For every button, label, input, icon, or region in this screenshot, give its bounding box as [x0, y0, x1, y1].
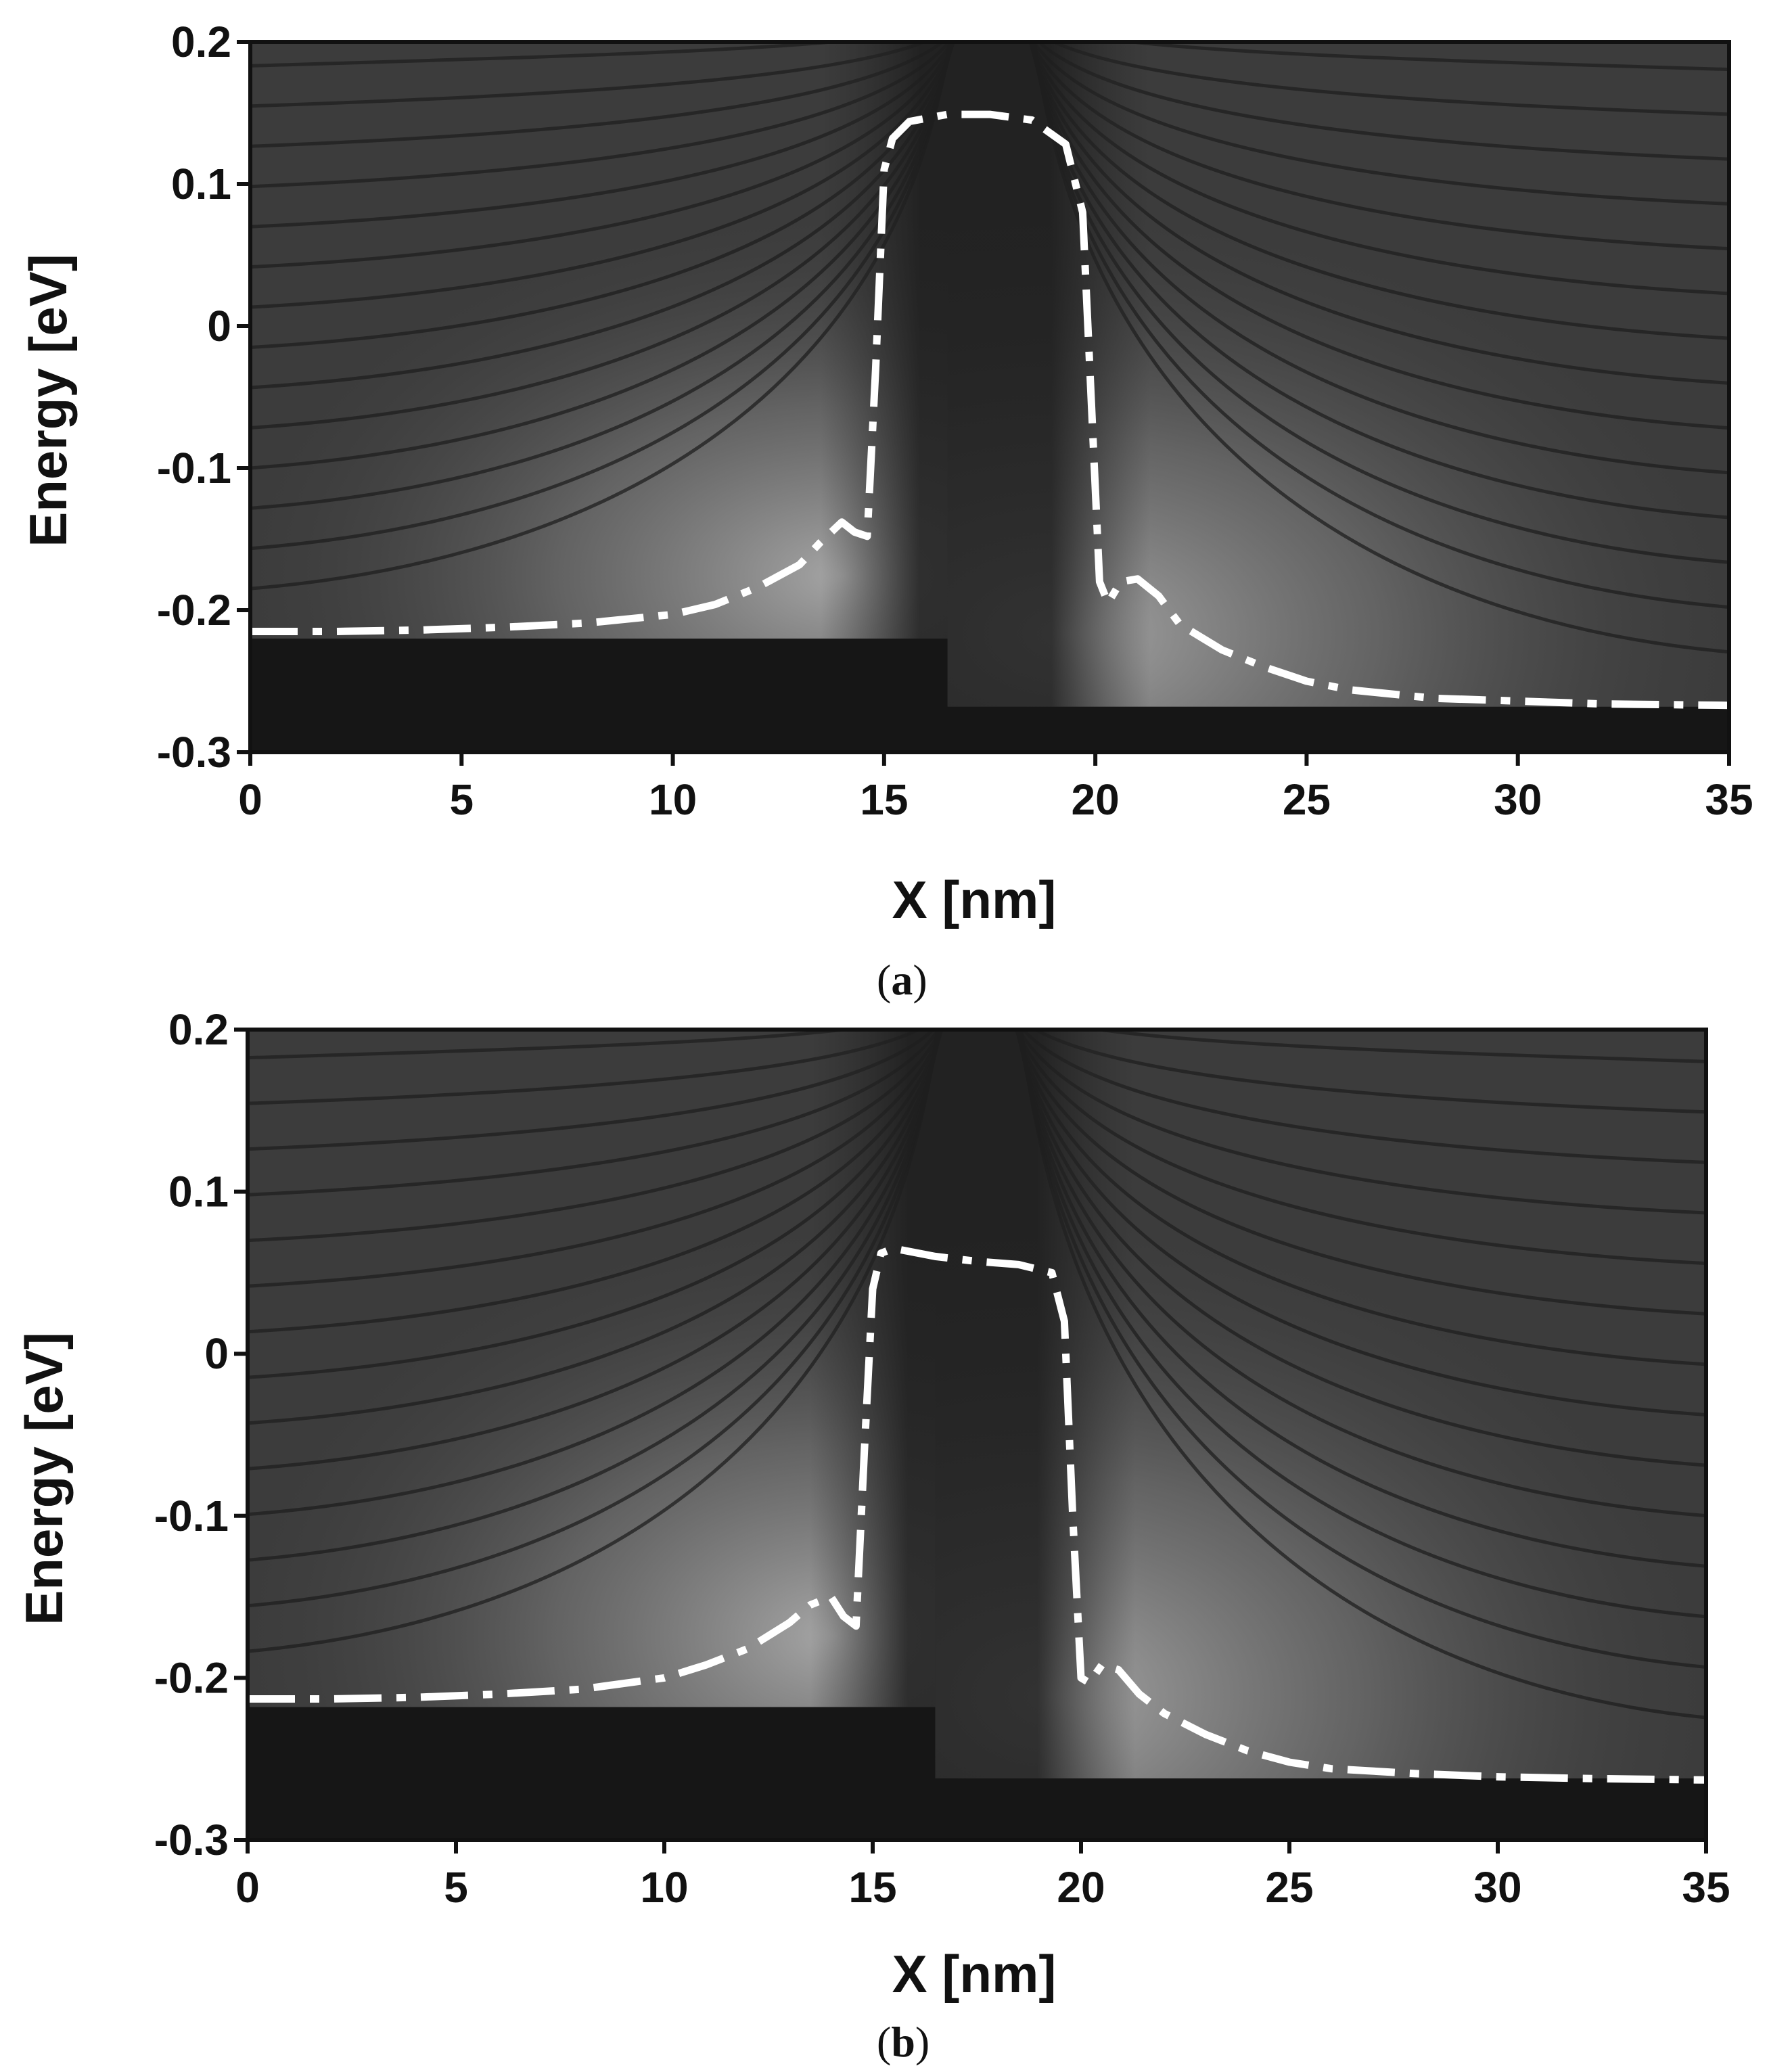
panel-label-a: (a) — [877, 956, 927, 1004]
x-tick-label: 0 — [235, 1863, 260, 1912]
x-tick-label: 35 — [1705, 775, 1753, 824]
x-axis-title-b: X [nm] — [892, 1944, 1057, 2004]
barrier-dark-band — [810, 1030, 1136, 1840]
band-gap-region — [248, 1707, 1706, 1840]
x-tick-label: 5 — [449, 775, 474, 824]
x-tick-label: 20 — [1057, 1863, 1105, 1912]
x-tick-label: 10 — [640, 1863, 688, 1912]
fringe-line-left — [250, 42, 930, 108]
y-tick-label: 0.1 — [168, 1168, 229, 1216]
chart-panel-b: 0.20.10-0.1-0.2-0.30 5 10 15 20 25 30 35 Energy… — [14, 959, 1767, 2066]
y-tick-label: -0.1 — [157, 444, 231, 492]
y-tick-label: -0.2 — [157, 586, 231, 635]
y-tick-label: -0.3 — [157, 728, 231, 777]
y-tick-label: 0 — [204, 1329, 229, 1378]
heatmap-layer — [177, 0, 1767, 752]
y-tick-label: 0.2 — [171, 18, 231, 66]
panel-letter-b: b — [891, 2018, 915, 2066]
chart-panel-a: 0.20.10-0.1-0.2-0.30 5 10 15 20 25 30 35 Energy… — [18, 0, 1767, 1004]
x-tick-label: 20 — [1072, 775, 1120, 824]
panel-letter-a: a — [891, 956, 913, 1004]
potential-curve-line — [250, 110, 1729, 710]
fringe-line-left — [248, 1030, 923, 1105]
y-axis-title-b: Energy [eV] — [14, 1332, 74, 1625]
x-tick-label: 30 — [1494, 775, 1542, 824]
x-tick-label: 25 — [1283, 775, 1331, 824]
x-axis-title-a: X [nm] — [892, 870, 1057, 929]
x-tick-label: 25 — [1265, 1863, 1313, 1912]
x-tick-label: 35 — [1682, 1863, 1730, 1912]
y-tick-label: 0.1 — [171, 160, 231, 208]
plot-frame — [246, 1028, 1708, 1842]
y-tick-label: 0 — [207, 302, 231, 350]
plot-frame — [248, 40, 1731, 754]
potential-curve-line — [248, 1245, 1706, 1784]
fringe-line-right — [1002, 1003, 1767, 1013]
fringe-line-left — [177, 15, 970, 28]
x-tick-label: 15 — [860, 775, 908, 824]
fringe-line-left — [177, 0, 971, 15]
fringe-line-right — [1116, 42, 1729, 72]
fringe-line-right — [1001, 959, 1767, 1003]
fringe-line-right — [1049, 42, 1729, 116]
x-tick-label: 30 — [1473, 1863, 1521, 1912]
panel-label-b: (b) — [877, 2018, 930, 2066]
heatmap-plot-b: 0.20.10-0.1-0.2-0.30 5 10 15 20 25 30 35 — [154, 959, 1767, 1912]
fringe-line-right — [1014, 0, 1767, 15]
x-tick-label: 5 — [444, 1863, 468, 1912]
y-tick-label: -0.2 — [154, 1653, 229, 1702]
heatmap-plot-a: 0.20.10-0.1-0.2-0.30 5 10 15 20 25 30 35 — [157, 0, 1767, 824]
band-gap-region — [250, 639, 1729, 752]
fringe-line-left — [175, 965, 958, 1003]
fringe-line-left — [248, 1030, 858, 1060]
y-tick-label: 0.2 — [168, 1005, 229, 1054]
x-tick-label: 0 — [238, 775, 262, 824]
y-tick-label: -0.3 — [154, 1816, 229, 1864]
fringe-line-right — [1087, 1030, 1706, 1063]
fringe-line-left — [175, 1003, 957, 1014]
x-tick-label: 10 — [649, 775, 697, 824]
x-tick-label: 15 — [848, 1863, 896, 1912]
heatmap-layer — [175, 959, 1767, 1840]
fringe-line-left — [250, 42, 850, 68]
y-axis-title-a: Energy [eV] — [18, 254, 78, 547]
fringe-line-right — [1015, 15, 1767, 27]
y-tick-label: -0.1 — [154, 1492, 229, 1540]
